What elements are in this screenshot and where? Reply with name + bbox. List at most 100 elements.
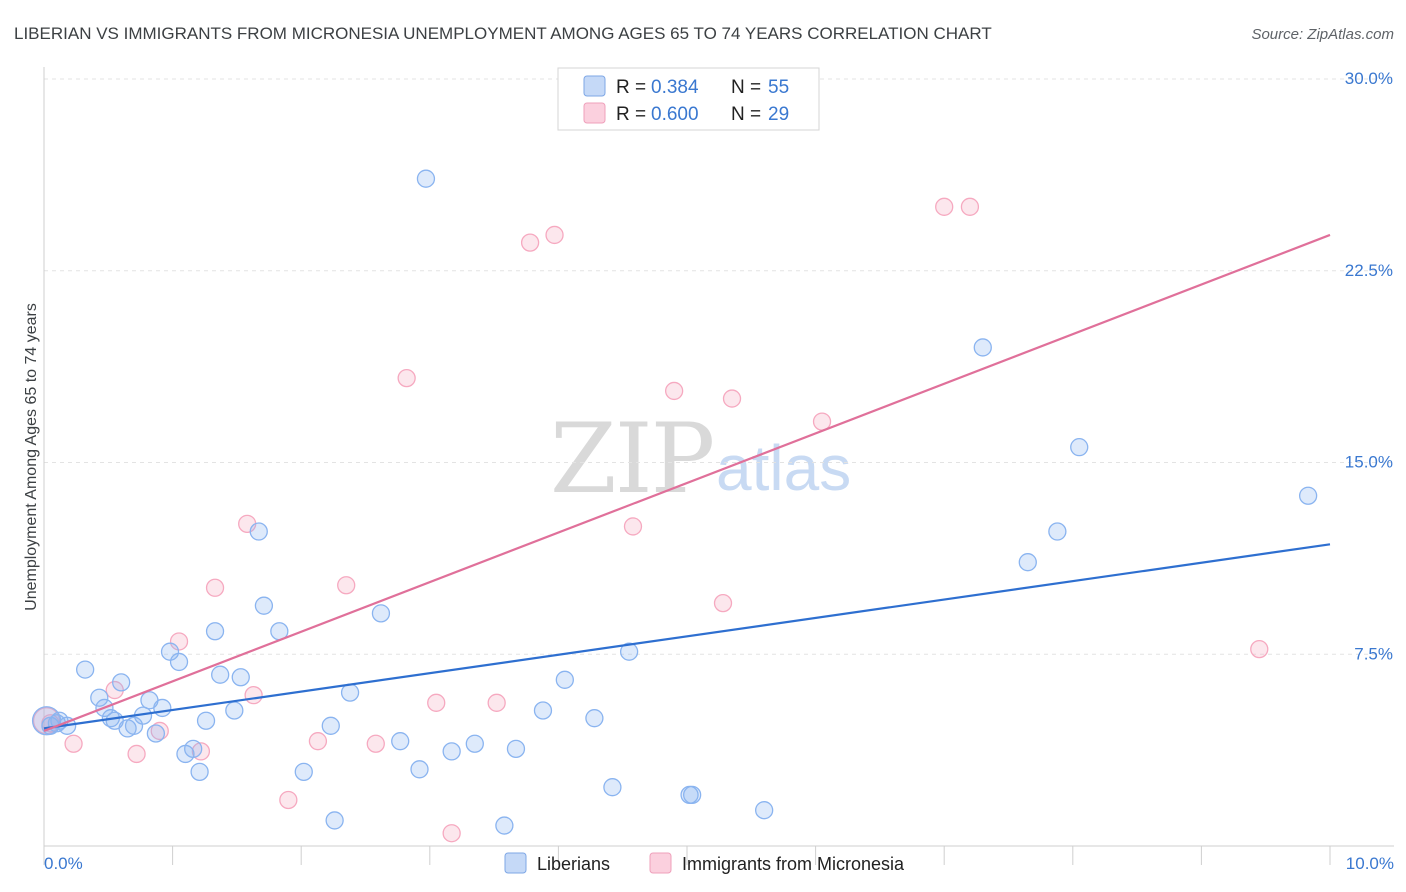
stat-n-label-liberians: N = xyxy=(731,77,761,98)
point-liberians xyxy=(153,698,172,718)
series-micronesia-points xyxy=(32,197,1269,843)
point-micronesia xyxy=(397,368,416,388)
bottom-legend-swatch-liberians xyxy=(504,852,527,874)
watermark: ZIP atlas xyxy=(550,403,851,515)
point-liberians xyxy=(619,642,639,661)
point-liberians xyxy=(603,778,622,797)
stat-r-value-micronesia: 0.600 xyxy=(651,104,699,125)
point-liberians xyxy=(682,785,702,805)
y-tick-label: 22.5% xyxy=(1345,261,1393,280)
point-micronesia xyxy=(713,593,733,613)
point-liberians xyxy=(1070,438,1089,457)
watermark-atlas: atlas xyxy=(716,432,851,504)
point-liberians xyxy=(169,652,189,672)
point-micronesia xyxy=(722,389,742,408)
x-tick-max: 10.0% xyxy=(1346,854,1394,873)
point-liberians xyxy=(410,760,429,779)
y-tick-label: 7.5% xyxy=(1354,644,1393,663)
point-micronesia xyxy=(308,732,328,751)
point-liberians xyxy=(1048,522,1067,541)
chart-title: LIBERIAN VS IMMIGRANTS FROM MICRONESIA U… xyxy=(14,24,992,43)
point-liberians xyxy=(495,816,514,835)
y-tick-labels: 7.5% 15.0% 22.5% 30.0% xyxy=(1345,69,1393,663)
stats-legend: R = 0.384 N = 55 R = 0.600 N = 29 xyxy=(557,67,820,131)
trend-line-micronesia xyxy=(43,233,1331,732)
point-micronesia xyxy=(279,790,298,810)
series-legend: Liberians Immigrants from Micronesia xyxy=(504,852,905,874)
point-liberians xyxy=(321,716,340,735)
point-micronesia xyxy=(545,225,564,245)
point-liberians xyxy=(391,732,410,751)
watermark-zip: ZIP xyxy=(550,403,713,515)
point-micronesia xyxy=(520,233,540,252)
point-micronesia xyxy=(960,197,980,216)
point-liberians xyxy=(416,169,436,188)
point-liberians xyxy=(973,338,992,357)
point-liberians xyxy=(249,522,268,541)
point-liberians xyxy=(225,701,244,720)
point-liberians xyxy=(325,811,344,830)
bottom-legend-label-liberians: Liberians xyxy=(537,854,610,874)
point-micronesia xyxy=(64,734,83,753)
point-micronesia xyxy=(487,693,506,712)
point-micronesia xyxy=(366,734,385,753)
x-tick-min: 0.0% xyxy=(44,854,83,873)
point-micronesia xyxy=(442,824,461,843)
point-liberians xyxy=(585,709,604,728)
stat-r-label-liberians: R = xyxy=(616,77,646,98)
point-liberians xyxy=(371,604,391,623)
stat-n-label-micronesia: N = xyxy=(731,104,761,125)
point-micronesia xyxy=(205,578,225,597)
point-liberians xyxy=(1298,486,1318,505)
point-micronesia xyxy=(1250,639,1269,659)
point-liberians xyxy=(190,762,209,782)
point-liberians xyxy=(465,734,484,753)
point-liberians xyxy=(124,716,144,735)
point-liberians xyxy=(205,622,225,641)
point-liberians xyxy=(1018,553,1037,572)
point-liberians xyxy=(294,762,313,782)
point-micronesia xyxy=(935,197,954,216)
point-liberians xyxy=(533,701,553,720)
point-micronesia xyxy=(337,576,356,595)
legend-swatch-liberians xyxy=(583,75,606,97)
point-liberians xyxy=(442,742,461,761)
point-liberians xyxy=(76,660,95,679)
y-tick-label: 30.0% xyxy=(1345,69,1393,88)
stat-n-value-micronesia: 29 xyxy=(768,104,789,125)
point-liberians xyxy=(112,673,131,692)
gridlines xyxy=(44,78,1394,655)
chart-source: Source: ZipAtlas.com xyxy=(1251,26,1394,43)
trend-line-liberians xyxy=(43,543,1331,730)
point-liberians xyxy=(506,739,526,758)
point-liberians xyxy=(254,596,274,615)
point-liberians xyxy=(555,670,574,689)
point-micronesia xyxy=(427,693,446,712)
point-micronesia xyxy=(244,686,263,705)
stat-r-label-micronesia: R = xyxy=(616,104,646,125)
point-micronesia xyxy=(623,517,643,536)
point-liberians xyxy=(340,683,360,702)
point-liberians xyxy=(211,665,230,684)
bottom-legend-label-micronesia: Immigrants from Micronesia xyxy=(682,854,905,874)
series-liberians-points xyxy=(31,169,1318,835)
legend-swatch-micronesia xyxy=(583,102,606,124)
axes xyxy=(43,67,1394,865)
point-liberians xyxy=(231,668,250,687)
point-liberians xyxy=(146,724,166,743)
bottom-legend-swatch-micronesia xyxy=(649,852,672,874)
point-liberians xyxy=(160,642,180,661)
y-axis-label: Unemployment Among Ages 65 to 74 years xyxy=(23,303,40,611)
trend-lines xyxy=(43,233,1331,732)
point-micronesia xyxy=(664,381,684,401)
stat-n-value-liberians: 55 xyxy=(768,77,789,98)
point-micronesia xyxy=(127,744,146,764)
point-liberians xyxy=(184,739,203,758)
point-liberians xyxy=(755,801,774,820)
point-liberians xyxy=(90,688,109,707)
y-tick-label: 15.0% xyxy=(1345,453,1393,472)
point-liberians xyxy=(196,711,216,730)
point-micronesia xyxy=(169,632,189,651)
stat-r-value-liberians: 0.384 xyxy=(651,77,699,98)
